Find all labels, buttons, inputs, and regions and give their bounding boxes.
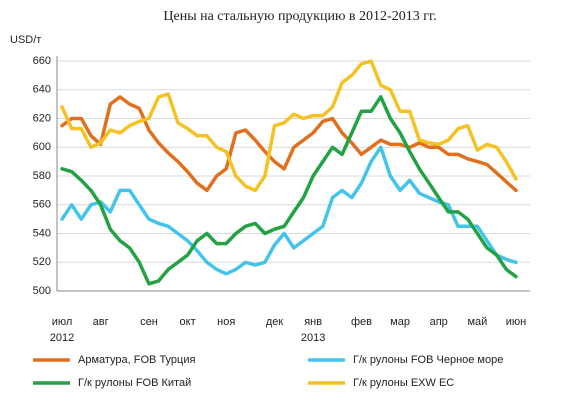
x-tick-label: фев xyxy=(351,316,372,328)
y-tick-label: 660 xyxy=(33,55,51,67)
legend-label: Г/к рулоны EXW ЕС xyxy=(353,377,454,389)
x-tick-label: мар xyxy=(390,316,410,328)
y-tick-label: 580 xyxy=(33,170,51,182)
x-year-label: 2013 xyxy=(301,332,325,344)
y-tick-label: 500 xyxy=(33,285,51,297)
x-tick-label: авг xyxy=(93,316,109,328)
y-tick-label: 520 xyxy=(33,256,51,268)
x-tick-label: июл xyxy=(52,316,73,328)
x-tick-label: май xyxy=(467,316,487,328)
x-tick-label: апр xyxy=(430,316,448,328)
y-tick-label: 600 xyxy=(33,141,51,153)
y-tick-label: 560 xyxy=(33,199,51,211)
x-tick-label: янв xyxy=(304,316,322,328)
y-tick-label: 640 xyxy=(33,84,51,96)
series-line xyxy=(60,59,518,193)
y-axis-label: USD/т xyxy=(10,34,41,46)
x-year-label: 2012 xyxy=(50,332,74,344)
series-line xyxy=(60,95,518,286)
x-tick-label: июн xyxy=(506,316,526,328)
y-tick-label: 620 xyxy=(33,112,51,124)
legend-label: Г/к рулоны FOB Китай xyxy=(78,377,191,389)
legend-label: Арматура, FOB Турция xyxy=(78,354,195,366)
x-tick-label: дек xyxy=(266,316,284,328)
series-line xyxy=(60,95,518,193)
x-tick-label: ноя xyxy=(217,316,235,328)
legend-label: Г/к рулоны FOB Черное море xyxy=(353,354,503,366)
x-tick-label: сен xyxy=(140,316,158,328)
y-tick-label: 540 xyxy=(33,227,51,239)
x-tick-label: окт xyxy=(180,316,196,328)
chart-title: Цены на стальную продукцию в 2012-2013 г… xyxy=(163,9,436,24)
